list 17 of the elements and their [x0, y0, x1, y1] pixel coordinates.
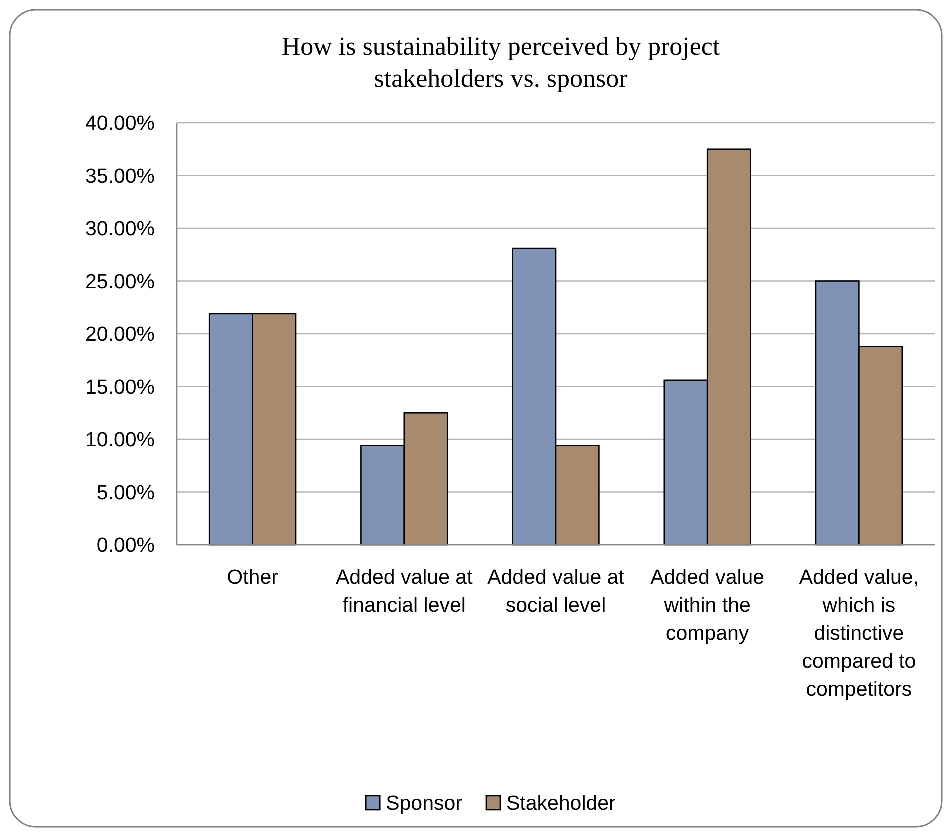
- x-tick-label: Added value, which is distinctive compared to competitors: [799, 566, 920, 701]
- y-tick-label: 10.00%: [85, 428, 155, 452]
- legend-label: Stakeholder: [506, 792, 616, 816]
- y-tick-label: 30.00%: [85, 218, 155, 241]
- x-tick-label: Other: [227, 566, 279, 589]
- y-tick-label: 0.00%: [96, 534, 155, 558]
- y-tick-label: 40.00%: [85, 112, 155, 136]
- x-tick-label: Added value within the company: [650, 566, 765, 645]
- y-tick-label: 25.00%: [85, 270, 155, 294]
- chart-title: How is sustainability perceived by project stakeholders vs. sponsor: [282, 32, 721, 93]
- y-tick-label: 15.00%: [85, 376, 155, 399]
- y-tick-label: 35.00%: [85, 164, 155, 188]
- legend-label: Sponsor: [386, 792, 463, 816]
- y-tick-label: 20.00%: [85, 323, 155, 346]
- x-tick-label: Added value at social level: [488, 566, 625, 617]
- x-tick-label: Added value at financial level: [336, 566, 474, 617]
- y-tick-label: 5.00%: [96, 481, 155, 504]
